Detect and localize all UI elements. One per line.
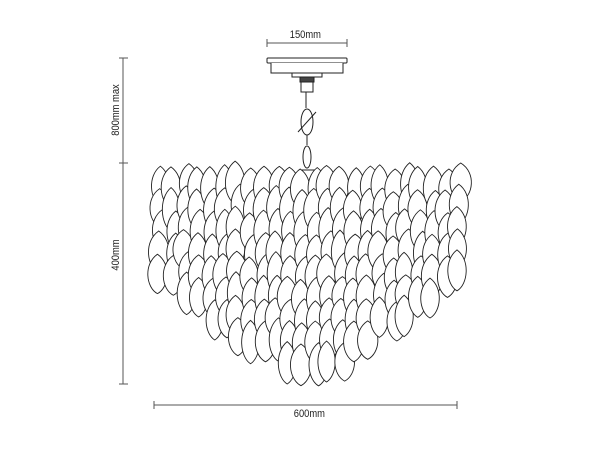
dimension-width [153,401,458,409]
dimension-canopy [266,39,348,47]
body-height-label: 400mm [110,239,122,271]
canopy [266,57,348,93]
max-drop-label: 800mm max [110,84,122,136]
leaf [420,277,440,319]
body-width-label: 600mm [293,408,325,420]
dimension-vertical [119,57,128,385]
leaf [447,249,467,292]
leaf [317,340,336,383]
canopy-width-label: 150mm [289,29,321,41]
crystal-leaves [147,160,472,387]
